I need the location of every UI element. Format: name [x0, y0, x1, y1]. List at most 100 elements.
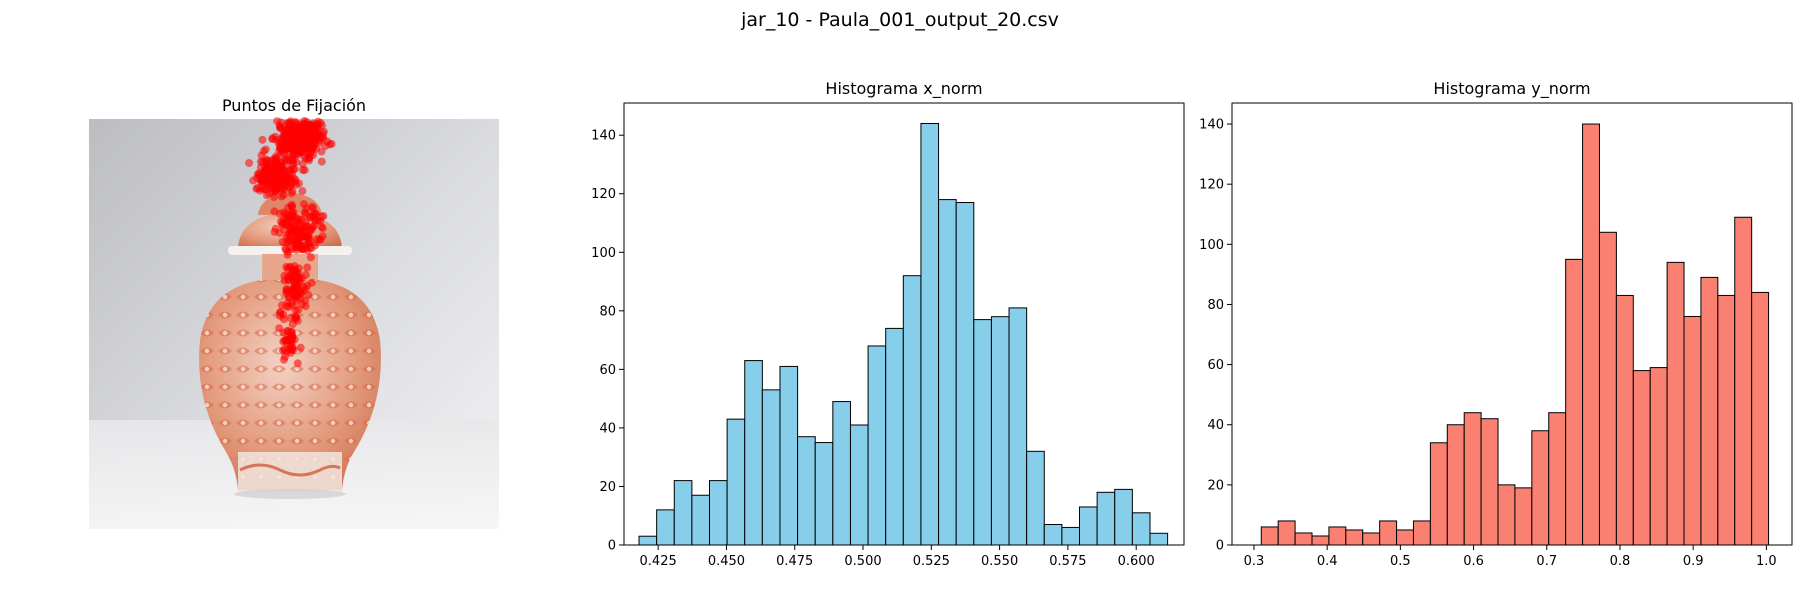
x-tick-label: 0.525 — [913, 554, 950, 569]
fixation-point — [288, 156, 297, 165]
histogram-bar — [902, 275, 922, 546]
fixation-panel: Puntos de Fijación — [89, 96, 499, 529]
fixation-point — [293, 359, 302, 368]
histogram-bar — [1751, 291, 1770, 546]
histogram-bar — [1345, 529, 1364, 546]
fixation-point — [272, 135, 281, 144]
histogram-bar — [673, 480, 693, 546]
histogram-bar — [779, 365, 799, 546]
histogram-bar — [990, 316, 1010, 546]
histogram-bar — [1717, 294, 1736, 546]
histogram-bar — [1683, 315, 1702, 546]
histogram-bar — [638, 535, 658, 546]
fixation-point — [288, 332, 297, 341]
fixation-point — [276, 308, 285, 317]
histogram-bar — [1294, 532, 1313, 546]
y-norm-axes-frame — [1231, 102, 1793, 546]
fixation-point — [268, 162, 277, 171]
x-norm-axes-frame — [623, 102, 1185, 546]
histogram-bar — [1311, 535, 1330, 546]
y-tick-label: 20 — [599, 480, 616, 495]
fixation-point — [286, 117, 295, 126]
y-tick-label: 0 — [608, 539, 616, 554]
fixation-point — [282, 336, 291, 345]
fixation-point — [292, 241, 301, 249]
fixation-point — [289, 212, 298, 221]
histogram-bar — [761, 389, 781, 546]
fixation-point — [266, 176, 275, 185]
histogram-bar — [1328, 526, 1347, 546]
histogram-bar — [1396, 529, 1414, 546]
fixation-point — [288, 343, 297, 352]
fixation-point — [307, 278, 316, 287]
y-norm-x-ticks: 0.3 0.4 0.5 0.6 0.7 0.8 0.9 1.0 — [1244, 545, 1777, 569]
x-tick-label: 0.7 — [1536, 554, 1557, 569]
y-norm-y-ticks: 0 20 40 60 80 100 120 140 — [1199, 118, 1232, 554]
y-tick-label: 60 — [599, 363, 616, 378]
fixation-point — [280, 149, 289, 158]
fixation-point — [245, 159, 254, 167]
fixation-point — [280, 126, 289, 135]
fixation-point — [279, 190, 288, 199]
fixation-point — [302, 123, 311, 132]
histogram-bar — [1446, 424, 1465, 546]
y-tick-label: 80 — [599, 304, 616, 319]
fixation-point — [313, 235, 321, 244]
histogram-bar — [1734, 216, 1753, 546]
y-tick-label: 140 — [591, 129, 616, 144]
x-tick-label: 1.0 — [1756, 554, 1777, 569]
histogram-bar — [1412, 520, 1431, 546]
histogram-bar — [814, 442, 834, 546]
histogram-bar — [1114, 488, 1133, 546]
histogram-bar — [1061, 526, 1081, 546]
x-tick-label: 0.425 — [640, 554, 677, 569]
fixation-point — [311, 124, 319, 133]
fixation-point — [321, 142, 330, 151]
y-tick-label: 140 — [1199, 118, 1224, 133]
fixation-point — [327, 139, 336, 148]
fixation-point — [284, 302, 293, 311]
fixation-point — [290, 221, 299, 230]
histogram-bar — [1514, 487, 1533, 546]
histogram-bar — [709, 480, 728, 546]
histogram-bar — [1149, 532, 1169, 546]
fixation-point — [283, 326, 292, 335]
fixation-point — [310, 130, 319, 139]
x-tick-label: 0.500 — [844, 554, 881, 569]
histogram-bar — [1362, 532, 1381, 546]
fixation-point — [318, 224, 327, 233]
x-tick-label: 0.475 — [776, 554, 813, 569]
histogram-bar — [1649, 367, 1668, 546]
histogram-bar — [1008, 307, 1028, 546]
histogram-bar — [1026, 450, 1045, 546]
fixation-point — [306, 136, 315, 145]
histogram-bar — [1531, 430, 1550, 546]
fixation-point — [282, 245, 290, 254]
fixation-points — [245, 117, 336, 368]
x-tick-label: 0.9 — [1683, 554, 1704, 569]
y-tick-label: 40 — [1207, 418, 1224, 433]
fixation-point — [301, 210, 310, 219]
y-tick-label: 100 — [1199, 238, 1224, 253]
fixation-point — [304, 290, 313, 299]
histogram-bar — [1379, 520, 1398, 546]
y-tick-label: 100 — [591, 246, 616, 261]
histogram-bar — [1429, 442, 1448, 546]
y-norm-histogram-title: Histograma y_norm — [1433, 79, 1590, 99]
fixation-point — [283, 230, 292, 239]
histogram-bar — [1043, 524, 1063, 546]
fixation-point — [294, 150, 303, 159]
x-tick-label: 0.8 — [1610, 554, 1631, 569]
y-norm-histogram: Histograma y_norm 0.3 0.4 0.5 0.6 0.7 0.8 0.9 1… — [1199, 79, 1793, 569]
fixation-point — [256, 172, 265, 181]
histogram-bar — [1700, 276, 1719, 546]
fixation-point — [286, 272, 295, 281]
histogram-bar — [1582, 123, 1600, 546]
fixation-point — [311, 241, 319, 250]
fixation-point — [292, 291, 300, 300]
x-norm-y-ticks: 0 20 40 60 80 100 120 140 — [591, 129, 624, 554]
y-norm-bars — [1260, 123, 1770, 546]
histogram-bar — [832, 401, 851, 546]
fixation-point — [281, 155, 290, 164]
histogram-bar — [1615, 294, 1634, 546]
